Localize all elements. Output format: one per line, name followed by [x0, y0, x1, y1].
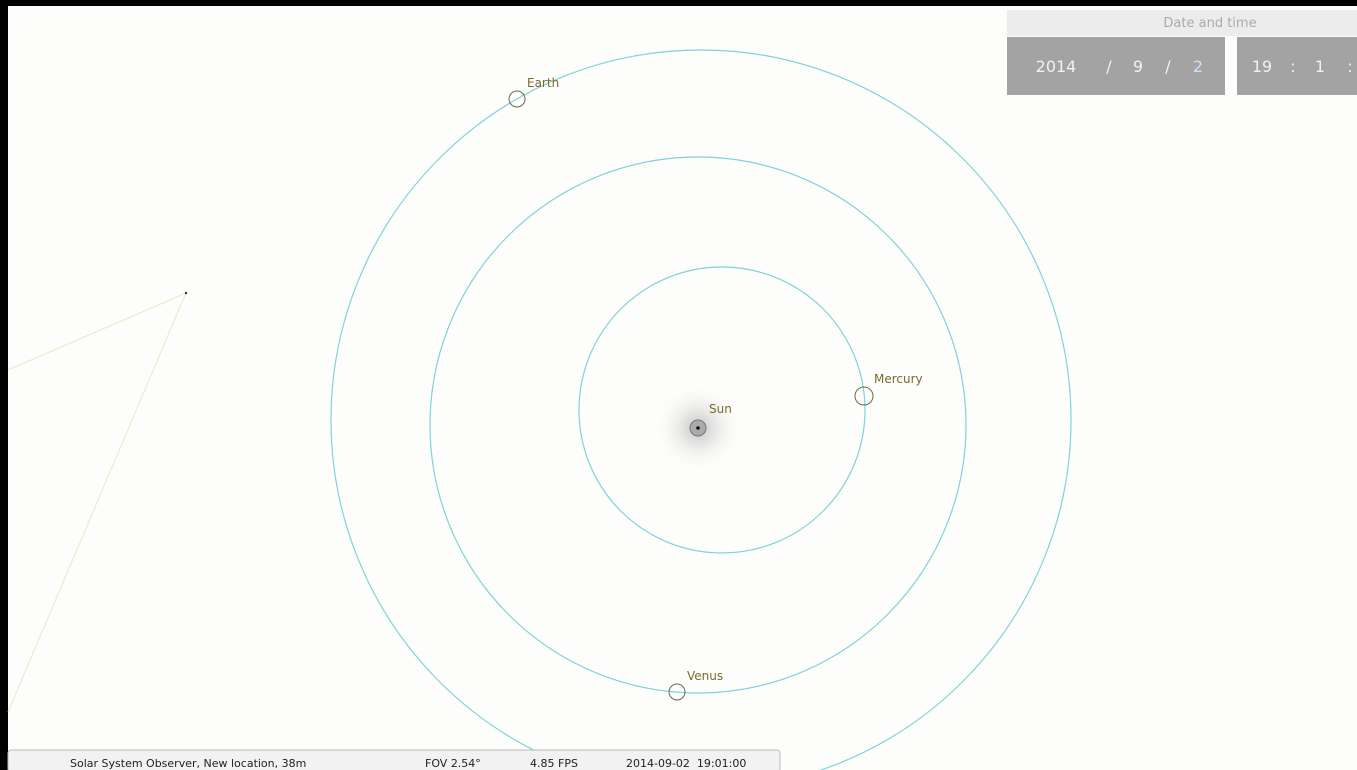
hour-field[interactable]: 19 [1252, 57, 1272, 76]
separator: / [1165, 57, 1171, 76]
sun-dot [696, 426, 700, 430]
panel-header [1007, 10, 1357, 36]
planet-label: Venus [687, 669, 723, 683]
mercury-orbit [578, 266, 866, 554]
year-field[interactable]: 2014 [1036, 57, 1077, 76]
status-bar [7, 749, 781, 770]
planet-label: Earth [527, 76, 559, 90]
venus-marker[interactable] [668, 683, 686, 701]
planet-label: Sun [709, 402, 732, 416]
status-fov: FOV 2.54° [425, 757, 481, 770]
separator: / [1106, 57, 1112, 76]
constellation-line [7, 292, 187, 713]
venus-orbit [429, 156, 967, 694]
separator: : [1290, 57, 1295, 76]
star [184, 291, 188, 295]
status-fps: 4.85 FPS [530, 757, 578, 770]
month-field[interactable]: 9 [1133, 57, 1143, 76]
date-box [1007, 37, 1225, 95]
earth-marker[interactable] [508, 90, 526, 108]
status-location: Solar System Observer, New location, 38m [70, 757, 306, 770]
mercury-marker[interactable] [854, 386, 874, 406]
earth-orbit [330, 49, 1072, 770]
time-box [1237, 37, 1357, 95]
planet-label: Mercury [874, 372, 923, 386]
day-field[interactable]: 2 [1193, 57, 1203, 76]
status-datetime: 2014-09-02 19:01:00 [626, 757, 746, 770]
minute-field[interactable]: 1 [1315, 57, 1325, 76]
separator: : [1347, 57, 1352, 76]
panel-title: Date and time [1163, 16, 1256, 31]
constellation-line [7, 292, 187, 371]
